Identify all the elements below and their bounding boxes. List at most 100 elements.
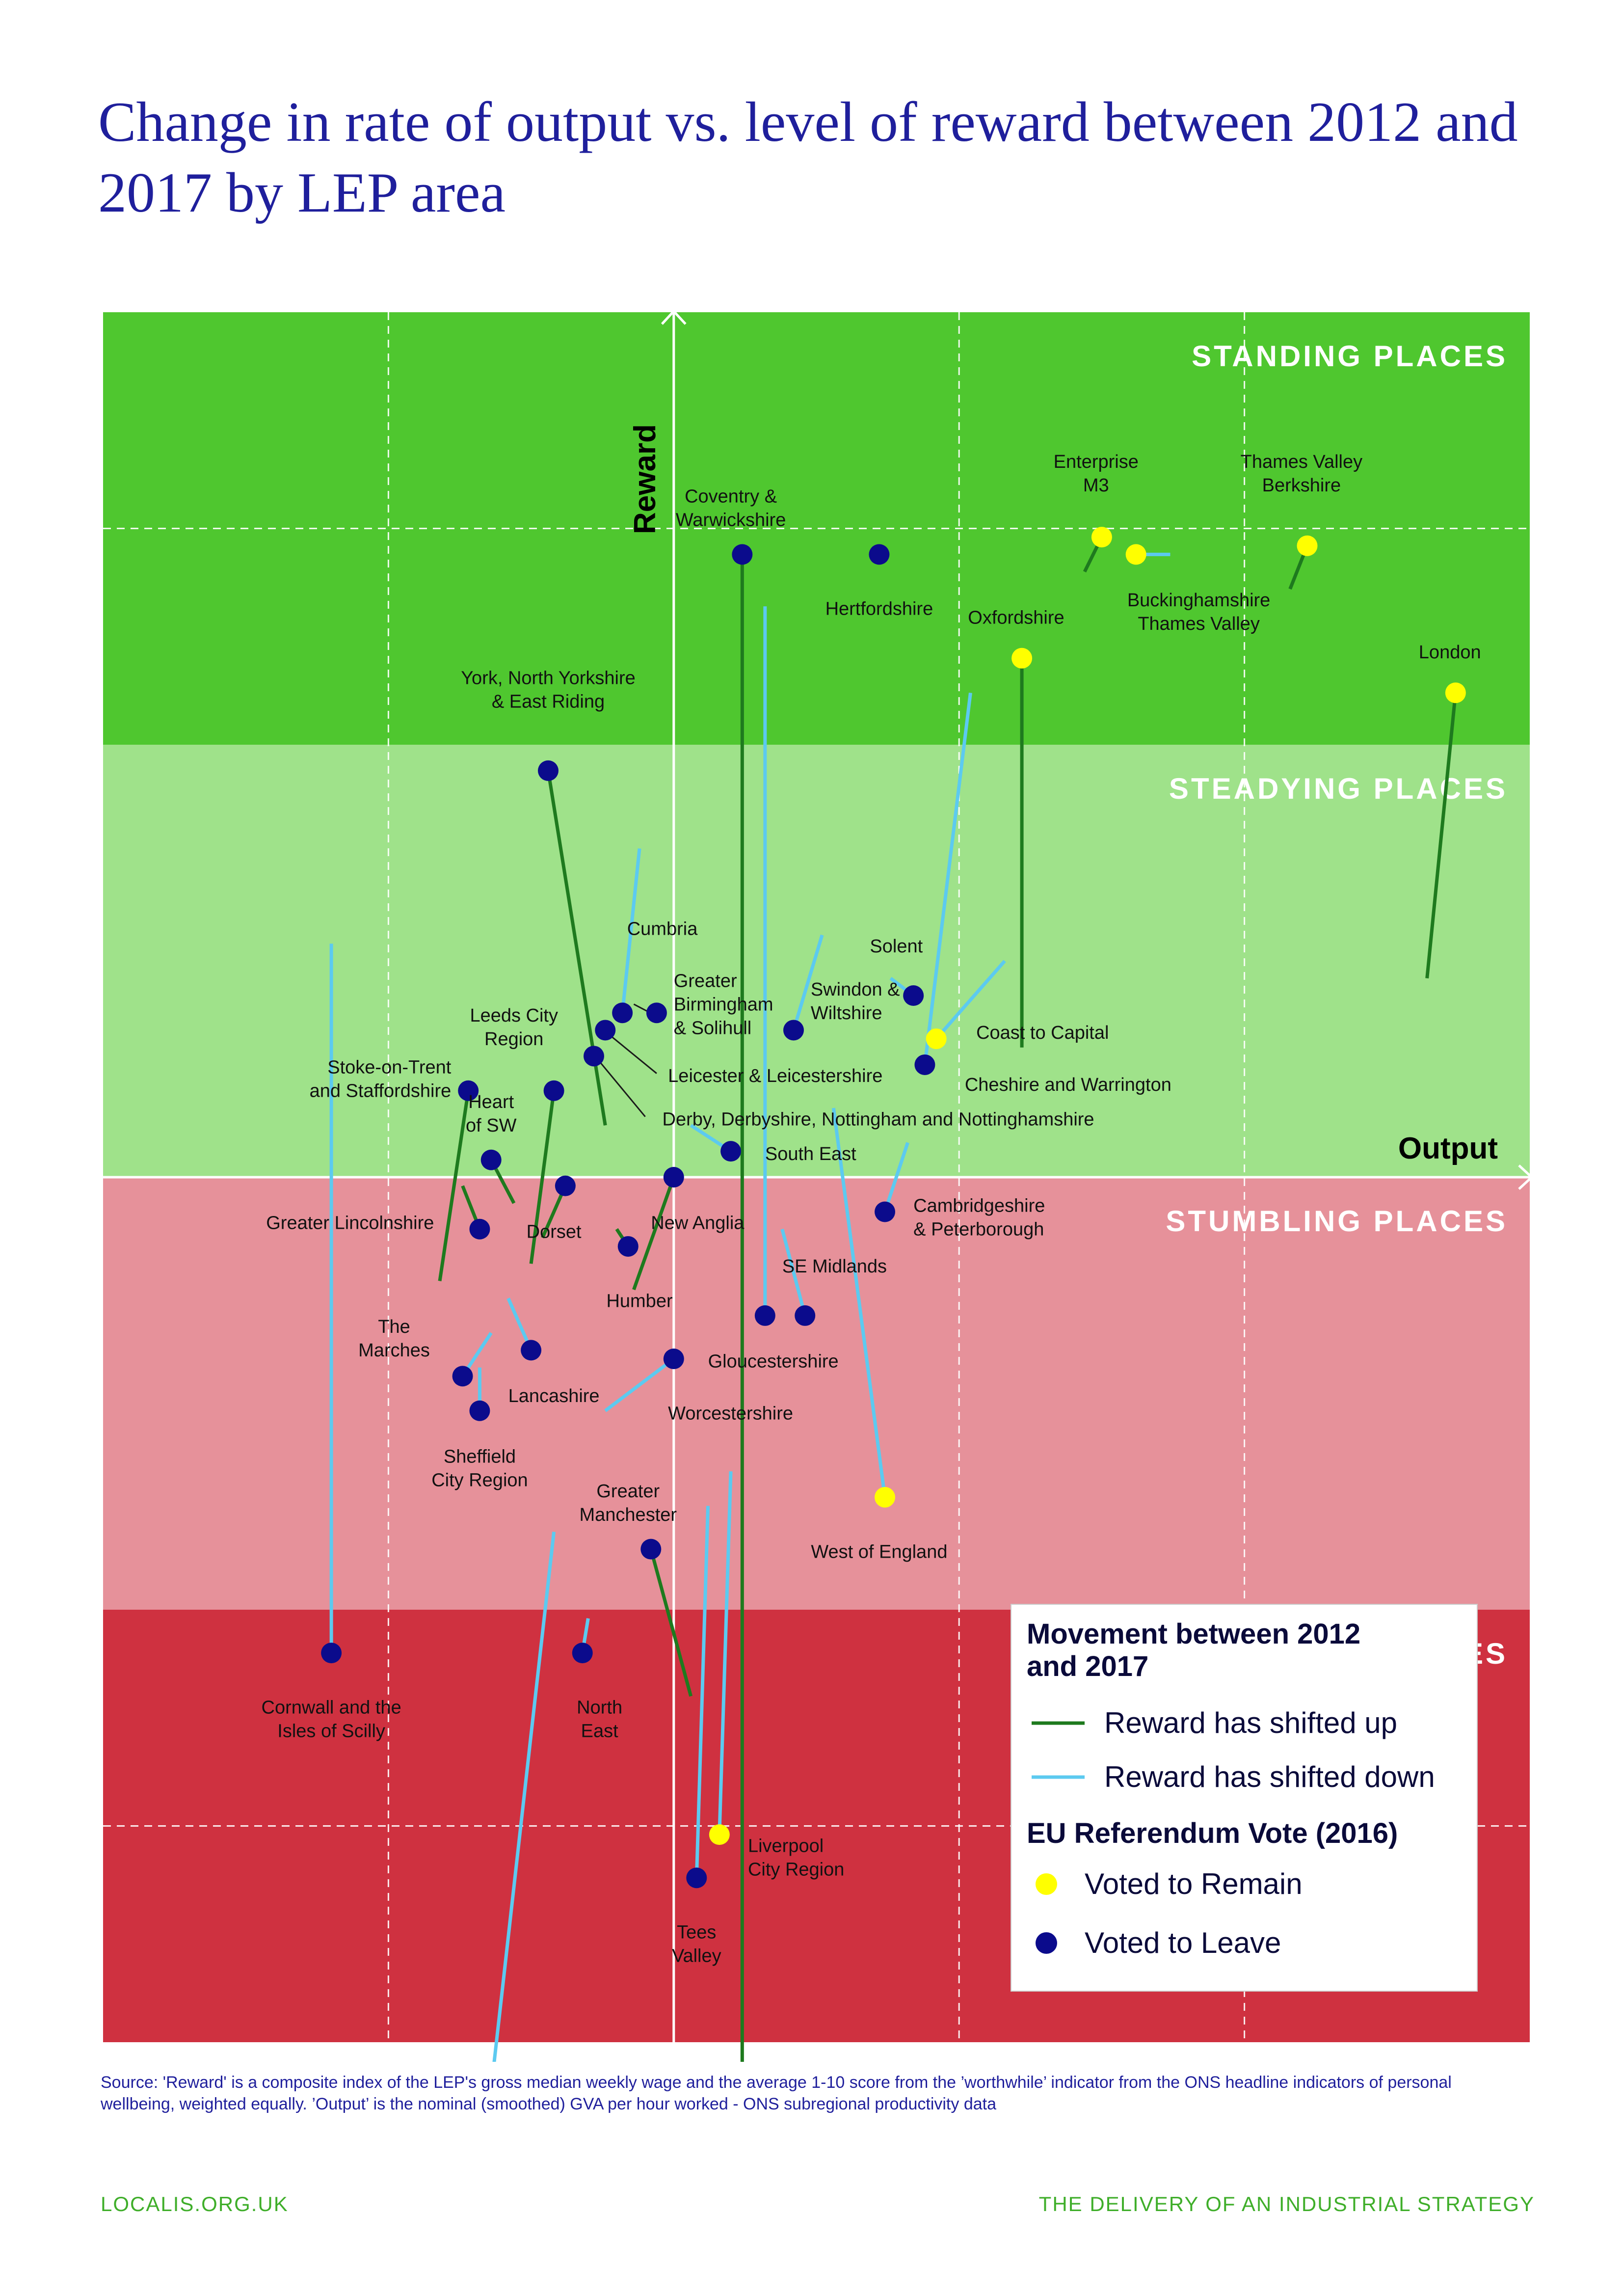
label-greater-manchester: Greater Manchester: [580, 1481, 677, 1525]
point-cambridgeshire-peterborough: [875, 1201, 896, 1222]
legend-remain-swatch: [1036, 1873, 1057, 1895]
point-london: [1445, 682, 1466, 703]
label-london: London: [1419, 642, 1481, 663]
label-leeds-city-region: Leeds City Region: [470, 1005, 558, 1050]
point-swindon-wiltshire: [783, 1020, 804, 1041]
label-coventry-warwickshire: Coventry & Warwickshire: [676, 486, 786, 531]
point-york-north-yorkshire-east-riding: [537, 760, 559, 781]
label-the-marches: The Marches: [358, 1317, 430, 1361]
label-tees-valley: Tees Valley: [672, 1922, 721, 1967]
source-note: Source: 'Reward' is a composite index of…: [101, 2073, 1452, 2114]
label-buckinghamshire-thames-valley: Buckinghamshire Thames Valley: [1127, 590, 1270, 634]
point-cornwall-and-the-isles-of-scilly: [321, 1643, 342, 1664]
point-leicester-leicestershire: [595, 1020, 616, 1041]
leader-line-derby-derbyshire-nottingham-and-nottinghamshire: [600, 1062, 646, 1117]
legend-leave-swatch: [1036, 1932, 1057, 1954]
point-oxfordshire: [1011, 648, 1033, 669]
label-coast-to-capital: Coast to Capital: [976, 1023, 1109, 1043]
movement-line-coast-to-capital: [935, 960, 1006, 1040]
zone-stumbling-places: [103, 1177, 1530, 1610]
movement-line-west-of-england: [831, 1107, 887, 1498]
label-lancashire: Lancashire: [508, 1386, 600, 1406]
point-se-midlands: [795, 1305, 816, 1326]
leader-line-leicester-leicestershire: [612, 1036, 657, 1074]
label-cornwall-and-the-isles-of-scilly: Cornwall and the Isles of Scilly: [262, 1697, 401, 1741]
point-gloucestershire: [754, 1305, 775, 1326]
label-oxfordshire: Oxfordshire: [968, 607, 1064, 628]
point-worcestershire: [663, 1349, 684, 1370]
point-cheshire-and-warrington: [914, 1054, 935, 1075]
movement-line-liverpool-city-region: [718, 1471, 733, 1835]
label-thames-valley-berkshire: Thames Valley Berkshire: [1241, 452, 1363, 496]
point-dorset: [555, 1175, 576, 1196]
legend-vote-title: EU Referendum Vote (2016): [1027, 1817, 1398, 1849]
label-west-of-england: West of England: [811, 1541, 947, 1562]
label-north-east: North East: [577, 1697, 622, 1741]
legend-movement-title: Movement between 2012 and 2017: [1027, 1618, 1360, 1682]
point-thames-valley-berkshire: [1297, 535, 1318, 556]
movement-line-swindon-wiltshire: [792, 934, 824, 1031]
movement-line-greater-manchester: [649, 1548, 693, 1697]
label-cheshire-and-warrington: Cheshire and Warrington: [965, 1075, 1171, 1095]
label-hertfordshire: Hertfordshire: [825, 599, 933, 620]
label-sheffield-city-region: Sheffield City Region: [431, 1446, 528, 1490]
label-enterprise-m3: Enterprise M3: [1054, 452, 1139, 496]
point-south-east: [720, 1141, 742, 1162]
legend-reward-down-label: Reward has shifted down: [1104, 1760, 1435, 1793]
zone-steadying-places: [103, 745, 1530, 1177]
point-coventry-warwickshire: [732, 544, 753, 565]
point-heart-of-sw: [480, 1149, 502, 1170]
point-coast-to-capital: [926, 1028, 947, 1050]
label-derby-derbyshire-nottingham-and-nottinghamshire: Derby, Derbyshire, Nottingham and Nottin…: [663, 1109, 1094, 1130]
point-humber: [617, 1236, 639, 1257]
movement-line-cambridgeshire-peterborough: [883, 1142, 909, 1213]
legend-box: [1011, 1604, 1478, 1992]
point-lancashire: [521, 1340, 542, 1361]
point-hertfordshire: [869, 544, 890, 565]
label-solent: Solent: [870, 936, 923, 957]
y-axis-arrow: [661, 309, 687, 325]
movement-line-worcestershire: [604, 1357, 675, 1412]
label-greater-lincolnshire: Greater Lincolnshire: [266, 1213, 434, 1234]
label-south-east: South East: [765, 1144, 856, 1164]
label-gloucestershire: Gloucestershire: [708, 1351, 839, 1372]
footer-site-link[interactable]: LOCALIS.ORG.UK: [101, 2192, 289, 2215]
footer-publication-title: THE DELIVERY OF AN INDUSTRIAL STRATEGY: [1038, 2192, 1535, 2215]
label-greater-birmingham-solihull: Greater Birmingham & Solihull: [674, 971, 773, 1038]
movement-line-stoke-on-trent-and-staffordshire: [438, 1090, 470, 1281]
label-swindon-wiltshire: Swindon & Wiltshire: [811, 979, 900, 1024]
label-cumbria: Cumbria: [627, 919, 698, 940]
label-new-anglia: New Anglia: [651, 1213, 745, 1234]
label-se-midlands: SE Midlands: [782, 1256, 887, 1277]
x-axis-label: Output: [1398, 1132, 1498, 1165]
point-sheffield-city-region: [469, 1400, 490, 1421]
label-heart-of-sw: Heart of SW: [466, 1092, 517, 1136]
point-buckinghamshire-thames-valley: [1125, 544, 1146, 565]
x-axis-arrow: [1518, 1164, 1534, 1190]
point-enterprise-m3: [1091, 527, 1112, 548]
legend-reward-up-label: Reward has shifted up: [1104, 1706, 1397, 1739]
legend-remain-label: Voted to Remain: [1085, 1867, 1303, 1900]
point-leeds-city-region: [543, 1080, 564, 1101]
zone-label-steadying-places: STEADYING PLACES: [1169, 772, 1508, 805]
point-the-marches: [452, 1366, 473, 1387]
label-liverpool-city-region: Liverpool City Region: [748, 1836, 844, 1880]
movement-line-cheshire-and-warrington: [923, 692, 972, 1065]
movement-line-tees-valley: [694, 1506, 710, 1878]
label-worcestershire: Worcestershire: [668, 1403, 793, 1424]
movement-line-se-midlands: [780, 1228, 807, 1316]
point-liverpool-city-region: [709, 1824, 730, 1845]
movement-line-leeds-city-region: [529, 1090, 556, 1264]
point-stoke-on-trent-and-staffordshire: [458, 1080, 479, 1101]
point-greater-manchester: [640, 1539, 662, 1560]
zone-label-stumbling-places: STUMBLING PLACES: [1166, 1205, 1508, 1238]
point-greater-birmingham-solihull: [646, 1002, 667, 1024]
point-north-east: [572, 1643, 593, 1664]
point-cumbria: [612, 1002, 633, 1024]
point-new-anglia: [663, 1167, 684, 1188]
point-greater-lincolnshire: [469, 1218, 490, 1240]
point-west-of-england: [875, 1486, 896, 1508]
scatter-chart: STANDING PLACES STEADYING PLACES STUMBLING…: [103, 309, 1534, 2062]
point-derby-derbyshire-nottingham-and-nottinghamshire: [584, 1046, 605, 1067]
label-york-north-yorkshire-east-riding: York, North Yorkshire & East Riding: [461, 668, 636, 712]
